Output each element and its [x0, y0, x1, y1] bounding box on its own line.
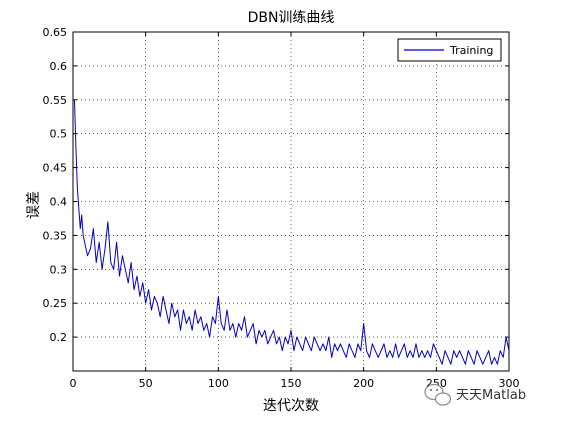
y-tick-label: 0.2: [50, 331, 68, 344]
y-tick-label: 0.35: [43, 229, 68, 242]
y-tick-label: 0.3: [50, 263, 68, 276]
y-tick-label: 0.55: [43, 94, 68, 107]
x-tick-label: 0: [70, 377, 77, 390]
x-tick-label: 150: [281, 377, 302, 390]
series-line-training: [73, 99, 510, 365]
x-tick-label: 50: [139, 377, 153, 390]
legend: Training: [397, 38, 502, 62]
axis-ticks: [72, 31, 510, 371]
x-tick-labels: 0 50 100 150 200 250 300: [70, 377, 520, 390]
legend-label-training: Training: [449, 44, 493, 57]
y-tick-label: 0.25: [43, 297, 68, 310]
y-axis-title: 误差: [26, 191, 42, 219]
y-tick-label: 0.45: [43, 162, 68, 175]
chart-title: DBN训练曲线: [248, 10, 335, 26]
y-tick-labels: 0.2 0.25 0.3 0.35 0.4 0.45 0.5 0.55 0.6 0.65: [43, 26, 68, 344]
y-tick-label: 0.65: [43, 26, 68, 39]
wechat-icon: [424, 383, 452, 406]
watermark-text: 天天Matlab: [456, 388, 526, 403]
y-tick-label: 0.5: [50, 128, 68, 141]
y-tick-label: 0.6: [50, 60, 68, 73]
series-layer: [73, 99, 510, 365]
x-tick-label: 300: [499, 377, 520, 390]
watermark: 天天Matlab: [424, 383, 526, 406]
x-tick-label: 200: [353, 377, 374, 390]
x-axis-title: 迭代次数: [263, 398, 319, 414]
y-tick-label: 0.4: [50, 196, 68, 209]
x-tick-label: 100: [208, 377, 229, 390]
legend-box: [397, 38, 502, 62]
